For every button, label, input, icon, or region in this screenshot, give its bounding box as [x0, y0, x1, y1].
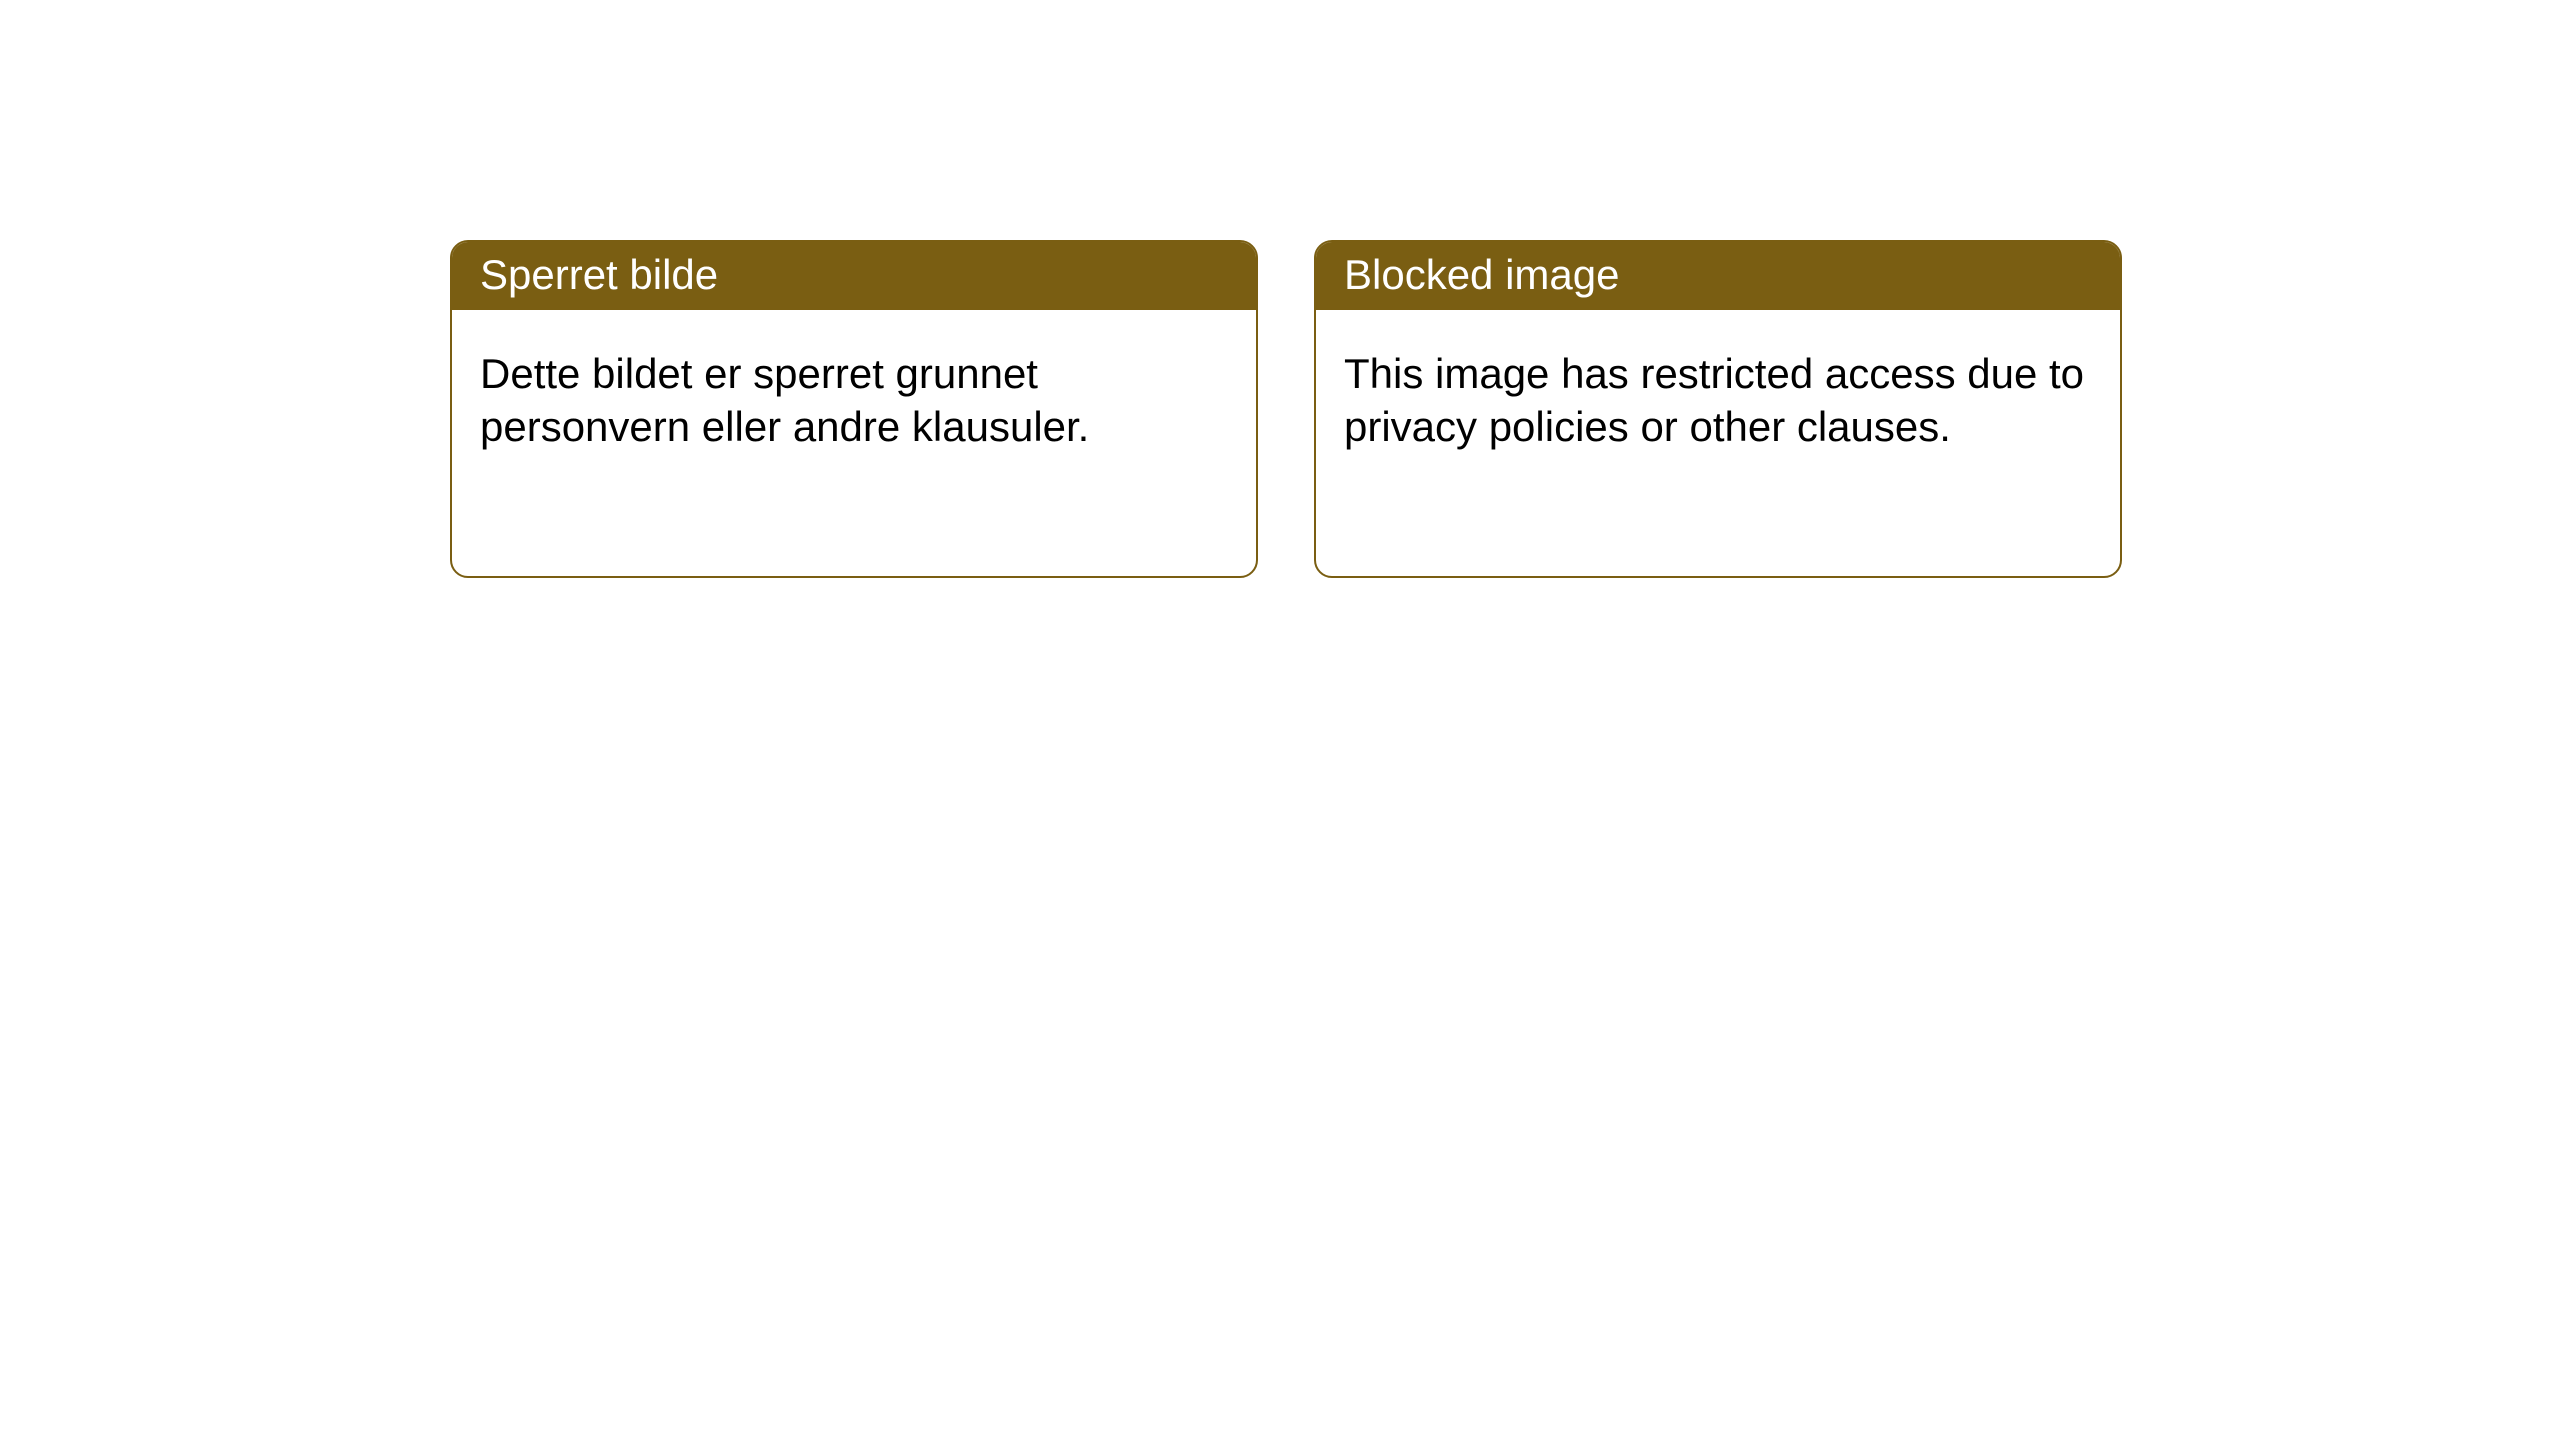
- card-body: Dette bildet er sperret grunnet personve…: [452, 310, 1256, 491]
- blocked-image-card-en: Blocked image This image has restricted …: [1314, 240, 2122, 578]
- card-header: Sperret bilde: [452, 242, 1256, 310]
- blocked-image-card-no: Sperret bilde Dette bildet er sperret gr…: [450, 240, 1258, 578]
- blocked-image-cards-container: Sperret bilde Dette bildet er sperret gr…: [0, 0, 2560, 578]
- card-header: Blocked image: [1316, 242, 2120, 310]
- card-body: This image has restricted access due to …: [1316, 310, 2120, 491]
